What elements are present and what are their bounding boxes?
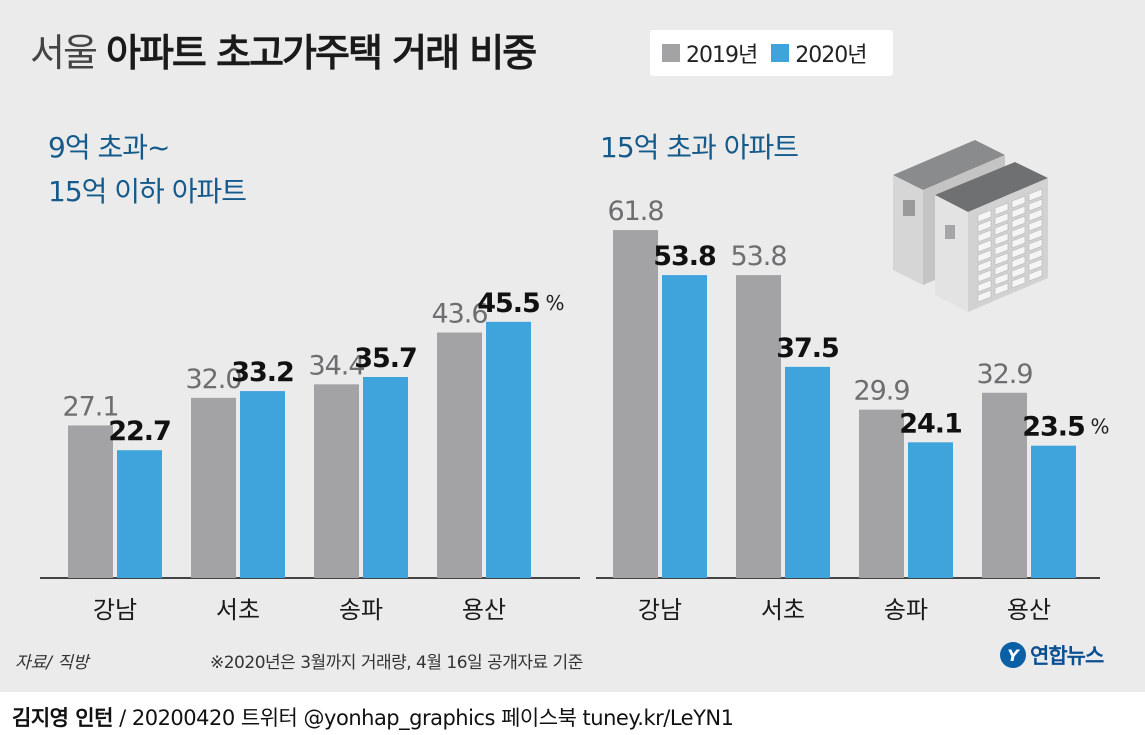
credit-line: 김지영 인턴 / 20200420 트위터 @yonhap_graphics 페… [12,702,734,732]
legend-label-2019: 2019년 [686,43,758,68]
right-chart-subtitle-line-1: 15억 초과 아파트 [600,131,799,164]
page-title: 서울 아파트 초고가주택 거래 비중 [30,22,537,77]
title-bold: 아파트 초고가주택 거래 비중 [106,31,537,75]
left-data-label-2020-1: 33.2 [231,357,294,388]
right-data-label-2019-1: 53.8 [730,241,786,272]
right-bar-2020-0 [662,275,707,578]
left-bar-2019-3 [437,332,482,578]
left-bar-chart: 27.122.7 강남 32.033.2 서초 34.435.7 송파 43.645.5 % 용… [40,288,580,624]
left-category-label-1: 서초 [216,596,260,624]
yonhap-logo: Y 연합뉴스 [1000,640,1104,670]
left-bar-2019-2 [314,384,359,578]
right-bar-2019-0 [613,230,658,579]
left-data-label-2019-1: 32.0 [185,364,241,395]
left-category-label-0: 강남 [93,596,137,624]
right-chart-subtitle: 15억 초과 아파트 [600,126,799,170]
left-category-label-3: 용산 [462,596,506,624]
right-bar-2020-2 [908,442,953,578]
legend-swatch-2019 [662,44,680,62]
legend-item-2019: 2019년 [662,37,758,69]
yonhap-logo-icon: Y [1000,642,1026,668]
left-data-label-2019-0: 27.1 [62,391,118,422]
left-bar-2020-2 [363,377,408,578]
title-light: 서울 [30,31,98,75]
left-data-label-2019-3: 43.6 [431,299,487,330]
left-chart-subtitle-line-2: 15억 이하 아파트 [48,175,247,208]
left-bar-2019-1 [191,397,236,578]
source-note: 자료/ 직방 [15,653,89,673]
legend-label-2020: 2020년 [795,43,867,68]
left-data-label-2019-2: 34.4 [308,350,364,381]
left-chart-subtitle: 9억 초과~ 15억 이하 아파트 [48,126,247,214]
right-category-label-2: 송파 [884,596,928,624]
left-bar-2019-0 [68,425,113,578]
right-category-label-3: 용산 [1007,596,1051,624]
left-bar-2020-0 [117,450,162,578]
legend-item-2020: 2020년 [771,37,867,69]
apartment-building-icon [893,140,1048,312]
right-data-label-2019-2: 29.9 [853,376,909,407]
left-bar-2020-1 [240,391,285,578]
left-data-label-2020-2: 35.7 [354,343,417,374]
credit-author: 김지영 인턴 [12,706,113,730]
legend-swatch-2020 [771,44,790,62]
right-bar-2020-3 [1031,445,1076,578]
right-bar-2019-2 [859,409,904,578]
legend: 2019년 2020년 [650,30,893,76]
left-category-label-2: 송파 [339,596,383,624]
credit-details: / 20200420 트위터 @yonhap_graphics 페이스북 tun… [112,706,734,730]
right-data-label-2019-0: 61.8 [607,196,663,227]
right-unit-label: % [1091,415,1110,439]
left-data-label-2020-3: 45.5 [477,288,540,319]
left-chart-subtitle-line-1: 9억 초과~ [48,131,170,164]
right-bar-2020-1 [785,366,830,578]
right-bar-2019-1 [736,275,781,578]
right-data-label-2020-3: 23.5 [1022,412,1085,443]
data-note: ※2020년은 3월까지 거래량, 4월 16일 공개자료 기준 [210,653,583,673]
left-data-label-2020-0: 22.7 [108,416,171,447]
right-data-label-2019-3: 32.9 [976,359,1032,390]
left-unit-label: % [546,291,565,315]
right-data-label-2020-2: 24.1 [899,408,962,439]
right-bar-chart: 61.8 53.8 강남 53.8 37.5 서초 29.924.1 송파 32.9 23.5 % 용… [596,196,1110,624]
right-data-label-2020-0: 53.8 [653,241,716,272]
bar-charts: 27.122.7 강남 32.033.2 서초 34.435.7 송파 43.645.5 % 용… [40,140,1110,624]
yonhap-logo-text: 연합뉴스 [1030,644,1104,668]
left-bar-2020-3 [486,321,531,578]
chart-panel: 서울 아파트 초고가주택 거래 비중 2019년 2020년 9억 초과~ 15… [0,0,1145,692]
right-data-label-2020-1: 37.5 [776,333,839,364]
right-category-label-0: 강남 [638,596,682,624]
right-category-label-1: 서초 [761,596,805,624]
right-bar-2019-3 [982,392,1027,578]
